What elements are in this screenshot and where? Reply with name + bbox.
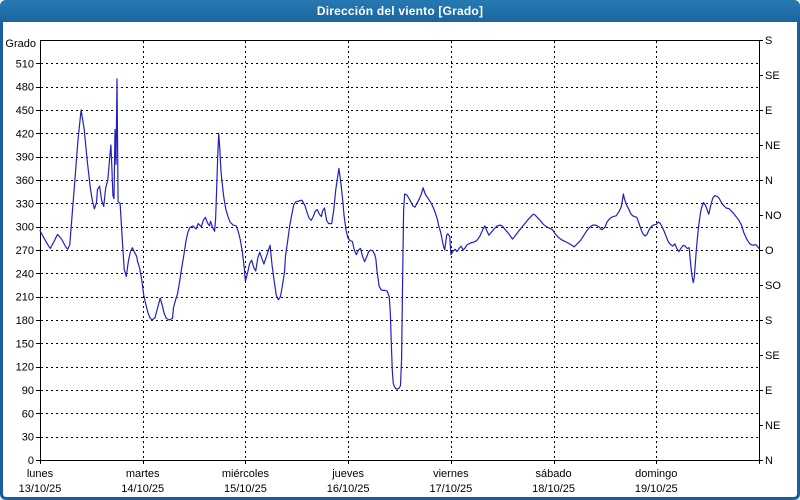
y-axis-tick-label: 510 <box>16 58 34 70</box>
title-bar: Dirección del viento [Grado] <box>0 0 800 22</box>
day-date-label: 14/10/25 <box>121 483 164 495</box>
y-axis-tick-label: 270 <box>16 245 34 257</box>
day-date-label: 15/10/25 <box>224 483 267 495</box>
compass-tick-label: S <box>765 35 772 47</box>
y-axis-tick-label: 360 <box>16 175 34 187</box>
day-date-label: 19/10/25 <box>635 483 678 495</box>
day-name-label: martes <box>126 468 160 480</box>
day-name-label: miércoles <box>222 468 270 480</box>
y-axis-tick-label: 330 <box>16 198 34 210</box>
y-axis-tick-label: 480 <box>16 82 34 94</box>
compass-tick-label: N <box>765 175 773 187</box>
day-date-label: 13/10/25 <box>19 483 62 495</box>
day-name-label: viernes <box>433 468 469 480</box>
y-axis-tick-label: 30 <box>22 432 34 444</box>
compass-tick-label: E <box>765 105 772 117</box>
day-date-label: 16/10/25 <box>327 483 370 495</box>
y-axis-tick-label: 90 <box>22 385 34 397</box>
compass-tick-label: O <box>765 245 774 257</box>
y-axis-tick-label: 0 <box>28 455 34 467</box>
day-name-label: lunes <box>27 468 54 480</box>
y-axis-tick-label: 180 <box>16 315 34 327</box>
compass-tick-label: S <box>765 315 772 327</box>
y-axis-tick-label: 210 <box>16 292 34 304</box>
y-axis-tick-label: 150 <box>16 338 34 350</box>
compass-tick-label: SE <box>765 70 780 82</box>
window-title: Dirección del viento [Grado] <box>316 4 484 18</box>
day-date-label: 17/10/25 <box>429 483 472 495</box>
compass-tick-label: NO <box>765 210 782 222</box>
day-name-label: domingo <box>635 468 677 480</box>
compass-tick-label: SO <box>765 280 781 292</box>
compass-tick-label: E <box>765 385 772 397</box>
y-axis-tick-label: 420 <box>16 128 34 140</box>
y-axis-unit-label: Grado <box>5 38 36 50</box>
plot-area <box>40 40 759 460</box>
y-axis-tick-label: 60 <box>22 408 34 420</box>
day-name-label: jueves <box>331 468 364 480</box>
wind-direction-line <box>39 78 760 390</box>
y-axis-tick-label: 390 <box>16 152 34 164</box>
compass-tick-label: SE <box>765 350 780 362</box>
compass-tick-label: NE <box>765 420 780 432</box>
compass-tick-label: N <box>765 455 773 467</box>
y-axis-tick-label: 120 <box>16 362 34 374</box>
day-date-label: 18/10/25 <box>532 483 575 495</box>
day-name-label: sábado <box>536 468 572 480</box>
y-axis-tick-label: 300 <box>16 222 34 234</box>
compass-tick-label: NE <box>765 140 780 152</box>
y-axis-tick-label: 240 <box>16 268 34 280</box>
y-axis-tick-label: 450 <box>16 105 34 117</box>
